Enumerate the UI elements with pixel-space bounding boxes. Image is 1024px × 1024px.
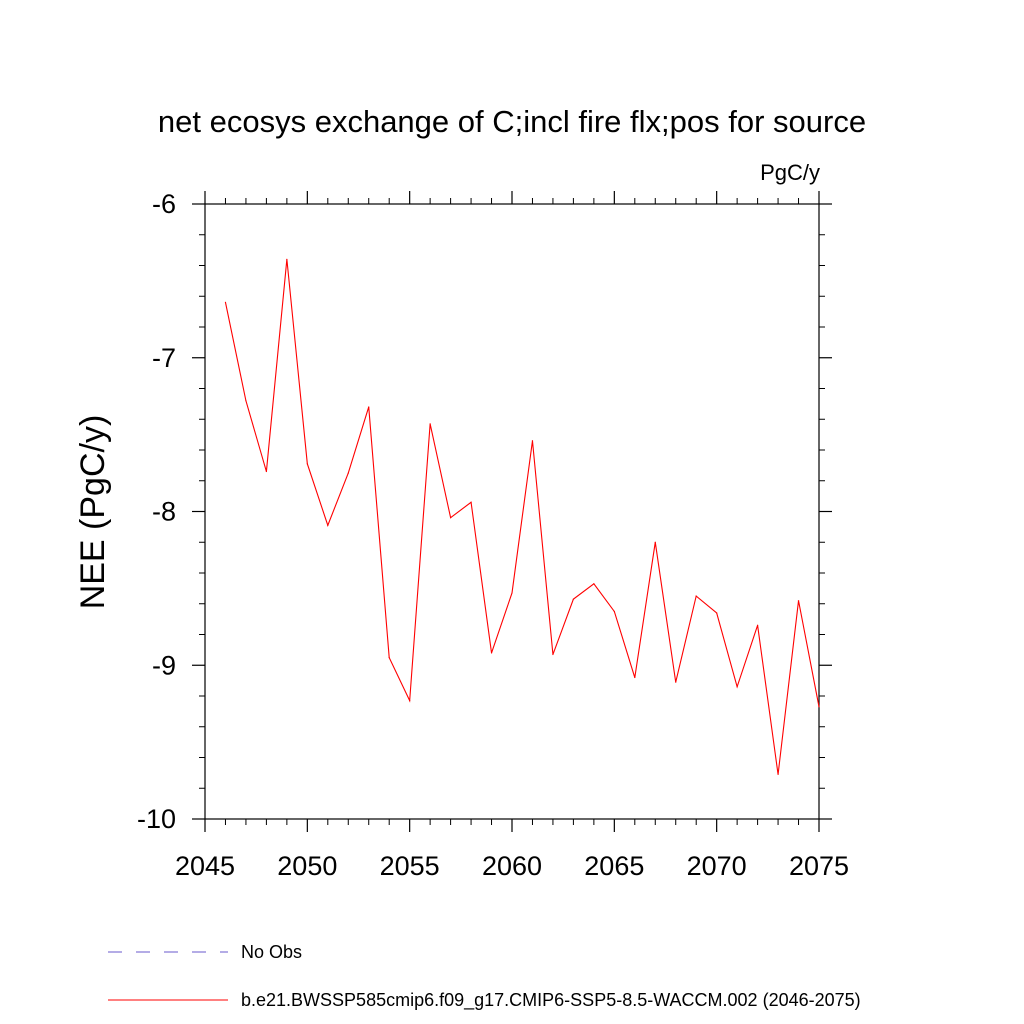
- data-point: [368, 406, 370, 408]
- y-tick-label: -8: [152, 497, 176, 527]
- x-tick-label: 2045: [175, 851, 235, 881]
- x-tick-label: 2060: [482, 851, 542, 881]
- data-point: [572, 598, 575, 600]
- data-point: [531, 440, 534, 442]
- data-point: [675, 681, 677, 683]
- data-point: [654, 541, 656, 543]
- data-point: [429, 423, 431, 425]
- y-tick-label: -10: [137, 804, 176, 834]
- y-tick-label: -7: [152, 343, 176, 373]
- data-point: [552, 653, 554, 656]
- legend-label: No Obs: [241, 942, 302, 962]
- data-point: [797, 600, 800, 602]
- data-point: [593, 583, 595, 585]
- series-line: [224, 259, 820, 775]
- data-point: [634, 676, 636, 679]
- data-point: [265, 470, 267, 473]
- series-group: [224, 258, 820, 776]
- units-label: PgC/y: [760, 160, 820, 185]
- data-point: [511, 592, 513, 594]
- data-point: [347, 472, 349, 474]
- legend-label: b.e21.BWSSP585cmip6.f09_g17.CMIP6-SSP5-8…: [241, 990, 861, 1011]
- chart-title: net ecosys exchange of C;incl fire flx;p…: [158, 104, 866, 139]
- data-point: [613, 610, 615, 613]
- data-point: [224, 301, 227, 303]
- data-point: [490, 652, 493, 654]
- y-tick-label: -6: [152, 189, 176, 219]
- data-point: [716, 612, 718, 614]
- x-tick-label: 2050: [277, 851, 337, 881]
- data-point: [388, 656, 390, 659]
- data-point: [470, 501, 472, 503]
- x-tick-label: 2075: [789, 851, 849, 881]
- data-point: [245, 400, 247, 402]
- legend: No Obs b.e21.BWSSP585cmip6.f09_g17.CMIP6-…: [108, 942, 861, 1011]
- data-point: [327, 524, 329, 526]
- data-point: [695, 595, 697, 597]
- axis-tick-labels: 2045 2050 2055 2060 2065 2070 2075 -10 -9 -8 -7 -6: [137, 189, 849, 881]
- y-axis-label: NEE (PgC/y): [74, 415, 112, 610]
- x-tick-label: 2065: [584, 851, 644, 881]
- data-point: [306, 463, 308, 465]
- data-point: [757, 624, 759, 626]
- x-tick-label: 2070: [687, 851, 747, 881]
- data-point: [818, 706, 820, 708]
- data-point: [450, 517, 452, 519]
- x-tick-label: 2055: [380, 851, 440, 881]
- plot-frame: [204, 203, 820, 820]
- axis-ticks: [192, 191, 832, 832]
- y-tick-label: -9: [152, 650, 176, 680]
- data-point: [409, 700, 411, 702]
- data-point: [736, 686, 738, 688]
- data-point: [777, 773, 779, 776]
- data-point: [286, 258, 288, 260]
